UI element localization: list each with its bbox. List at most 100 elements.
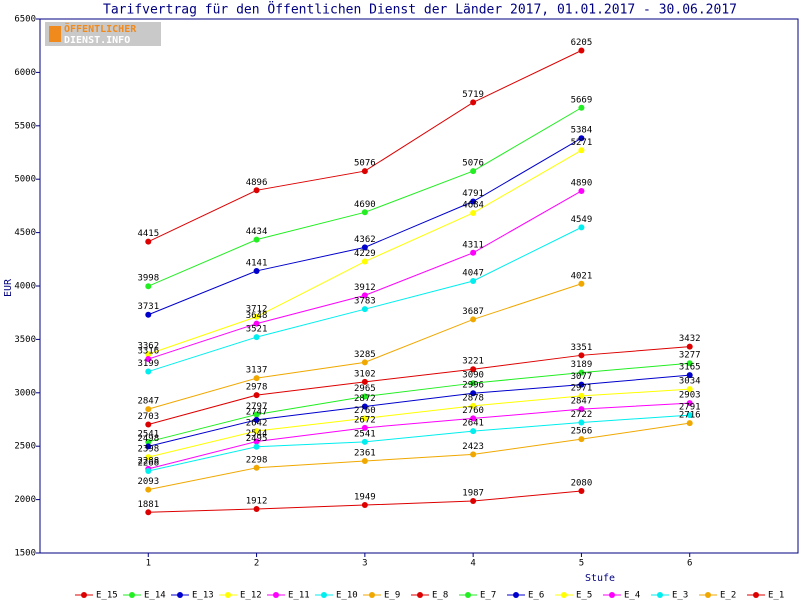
data-label: 2847 <box>571 397 593 407</box>
data-label: 4415 <box>137 229 159 239</box>
y-tick-label: 2000 <box>14 495 36 505</box>
x-tick-label: 1 <box>146 559 151 569</box>
data-label: 4690 <box>354 200 376 210</box>
data-label: 2298 <box>246 455 268 465</box>
data-label: 3090 <box>462 371 484 381</box>
data-point <box>361 415 368 422</box>
data-point <box>253 236 260 243</box>
data-point <box>145 421 152 428</box>
data-point <box>361 244 368 251</box>
data-point <box>470 316 477 323</box>
legend-label: E_7 <box>480 591 496 600</box>
logo-box <box>45 22 161 46</box>
data-point <box>361 306 368 313</box>
data-point <box>686 360 693 367</box>
legend-label: E_11 <box>288 591 310 600</box>
data-point <box>145 509 152 516</box>
data-point <box>361 424 368 431</box>
data-point <box>686 412 693 419</box>
data-label: 2872 <box>354 394 376 404</box>
legend-label: E_9 <box>384 591 400 600</box>
chart-title: Tarifvertrag für den Öffentlichen Dienst… <box>103 1 737 18</box>
data-label: 2847 <box>137 397 159 407</box>
data-label: 3731 <box>137 302 159 312</box>
data-point <box>253 334 260 341</box>
data-point <box>578 406 585 413</box>
data-point <box>686 400 693 407</box>
data-label: 2760 <box>354 406 376 416</box>
x-tick-label: 3 <box>362 559 367 569</box>
data-point <box>578 224 585 231</box>
data-label: 2760 <box>462 406 484 416</box>
legend-label: E_8 <box>432 591 448 600</box>
data-point <box>145 356 152 363</box>
data-point <box>686 372 693 379</box>
series-line <box>148 362 690 443</box>
y-axis-label: EUR <box>3 278 14 297</box>
data-label: 3362 <box>137 342 159 352</box>
data-label: 3077 <box>571 372 593 382</box>
data-label: 5669 <box>571 95 593 105</box>
data-label: 2878 <box>462 393 484 403</box>
legend-label: E_6 <box>528 591 544 600</box>
data-label: 2978 <box>246 383 268 393</box>
data-label: 3648 <box>246 311 268 321</box>
data-label: 3189 <box>571 360 593 370</box>
data-point <box>470 380 477 387</box>
x-tick-label: 6 <box>687 559 692 569</box>
data-point <box>253 375 260 382</box>
data-point <box>361 292 368 299</box>
data-point <box>686 386 693 393</box>
data-label: 2541 <box>354 429 376 439</box>
data-label: 2642 <box>246 419 268 429</box>
y-tick-label: 5500 <box>14 121 36 131</box>
legend-marker <box>417 592 423 598</box>
data-label: 2971 <box>571 383 593 393</box>
legend-label: E_15 <box>96 591 118 600</box>
data-label: 3783 <box>354 297 376 307</box>
data-label: 2965 <box>354 384 376 394</box>
data-label: 2641 <box>462 419 484 429</box>
data-point <box>253 392 260 399</box>
legend-label: E_5 <box>576 591 592 600</box>
legend-marker <box>705 592 711 598</box>
data-label: 2423 <box>462 442 484 452</box>
data-label: 1912 <box>246 496 268 506</box>
data-label: 3137 <box>246 366 268 376</box>
data-label: 3351 <box>571 343 593 353</box>
y-tick-label: 3000 <box>14 388 36 398</box>
y-tick-label: 6000 <box>14 68 36 78</box>
data-label: 4549 <box>571 215 593 225</box>
data-point <box>470 402 477 409</box>
series-line <box>148 388 690 458</box>
data-point <box>578 392 585 399</box>
logo-icon <box>49 26 61 42</box>
data-label: 4229 <box>354 249 376 259</box>
y-tick-label: 3500 <box>14 335 36 345</box>
data-point <box>145 454 152 461</box>
data-point <box>578 280 585 287</box>
data-label: 3712 <box>246 304 268 314</box>
y-tick-label: 1500 <box>14 549 36 559</box>
data-label: 2361 <box>354 449 376 459</box>
data-label: 3521 <box>246 325 268 335</box>
data-label: 2747 <box>246 407 268 417</box>
data-point <box>578 488 585 495</box>
data-point <box>361 209 368 216</box>
data-label: 5076 <box>354 159 376 169</box>
y-tick-label: 4000 <box>14 282 36 292</box>
data-point <box>145 443 152 450</box>
data-point <box>145 283 152 290</box>
data-label: 3285 <box>354 350 376 360</box>
data-point <box>470 428 477 435</box>
data-label: 4047 <box>462 268 484 278</box>
legend-marker <box>465 592 471 598</box>
legend-marker <box>177 592 183 598</box>
legend-marker <box>753 592 759 598</box>
data-label: 2495 <box>246 434 268 444</box>
data-point <box>253 411 260 418</box>
data-label: 4890 <box>571 178 593 188</box>
legend-label: E_3 <box>672 591 688 600</box>
data-label: 3102 <box>354 369 376 379</box>
data-point <box>470 198 477 205</box>
